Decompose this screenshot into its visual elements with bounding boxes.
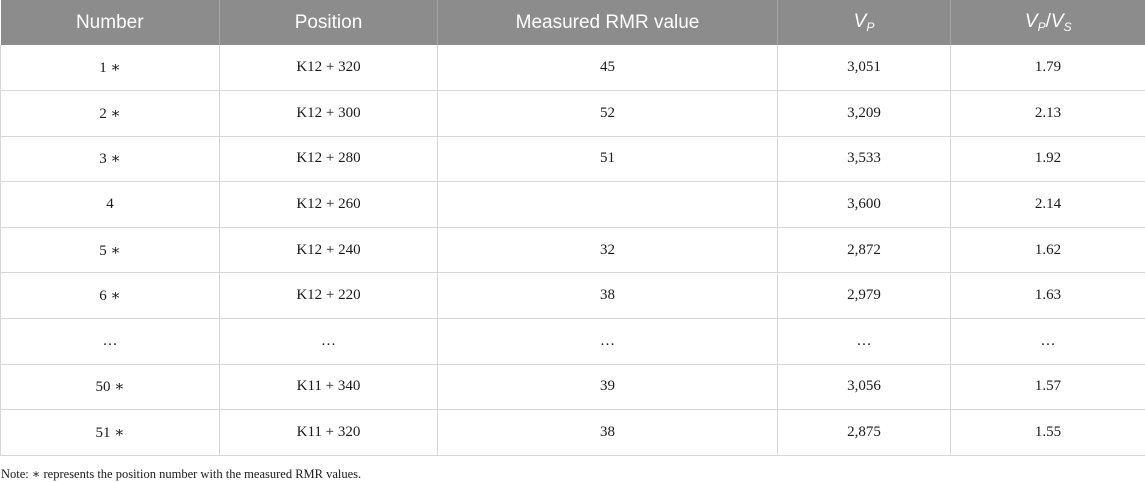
cell-ratio: 2.14 (950, 181, 1145, 228)
cell-vp: 3,600 (777, 181, 951, 228)
rmr-velocity-table: Number Position Measured RMR value VP VP… (0, 0, 1145, 456)
cell-position: K12 + 260 (219, 181, 438, 228)
header-vp-symbol: V (853, 11, 867, 32)
table-row: 5 ∗ K12 + 240 32 2,872 1.62 (0, 227, 1145, 274)
cell-number: 50 ∗ (0, 364, 220, 411)
table-row: 6 ∗ K12 + 220 38 2,979 1.63 (0, 272, 1145, 320)
cell-position: K11 + 340 (219, 364, 438, 411)
cell-rmr: 51 (437, 136, 778, 183)
table-row: 50 ∗ K11 + 340 39 3,056 1.57 (0, 364, 1145, 411)
header-ratio-slash: / (1045, 11, 1051, 32)
header-vp: VP (777, 0, 951, 45)
cell-rmr: 52 (437, 90, 778, 137)
cell-vp: 2,875 (777, 409, 951, 456)
cell-position: K12 + 280 (219, 136, 438, 183)
header-ratio-symbol-1: V (1024, 11, 1038, 32)
table-row: 2 ∗ K12 + 300 52 3,209 2.13 (0, 90, 1145, 137)
header-number: Number (0, 0, 220, 45)
header-vp-subscript: P (866, 20, 875, 34)
cell-vp: … (777, 318, 951, 365)
cell-position: K12 + 320 (219, 45, 438, 92)
cell-rmr: 38 (437, 272, 778, 320)
cell-ratio: 1.79 (950, 45, 1145, 92)
cell-vp: 3,209 (777, 90, 951, 137)
table-header: Number Position Measured RMR value VP VP… (0, 0, 1145, 45)
table-row: 1 ∗ K12 + 320 45 3,051 1.79 (0, 45, 1145, 92)
cell-rmr: … (437, 318, 778, 365)
header-ratio-subscript-2: S (1063, 20, 1072, 34)
header-vp-vs: VP/VS (950, 0, 1145, 45)
cell-rmr: 45 (437, 45, 778, 92)
table-row: 4 K12 + 260 3,600 2.14 (0, 181, 1145, 228)
header-rmr: Measured RMR value (437, 0, 778, 45)
cell-ratio: 1.57 (950, 364, 1145, 411)
header-position: Position (219, 0, 438, 45)
table-note: Note: ∗ represents the position number w… (1, 467, 362, 481)
cell-position: K11 + 320 (219, 409, 438, 456)
cell-number: 2 ∗ (0, 90, 220, 137)
cell-vp: 3,056 (777, 364, 951, 411)
cell-number: 51 ∗ (0, 409, 220, 456)
header-ratio-symbol-2: V (1050, 11, 1064, 32)
cell-number: 4 (0, 181, 220, 228)
table-row: … … … … … (0, 318, 1145, 365)
cell-number: … (0, 318, 220, 365)
cell-vp: 2,979 (777, 272, 951, 320)
cell-ratio: 1.55 (950, 409, 1145, 456)
table-row: 51 ∗ K11 + 320 38 2,875 1.55 (0, 409, 1145, 456)
cell-ratio: 1.62 (950, 227, 1145, 274)
cell-vp: 3,533 (777, 136, 951, 183)
cell-ratio: 1.92 (950, 136, 1145, 183)
cell-position: K12 + 240 (219, 227, 438, 274)
cell-ratio: 2.13 (950, 90, 1145, 137)
cell-number: 1 ∗ (0, 45, 220, 92)
table-body: 1 ∗ K12 + 320 45 3,051 1.79 2 ∗ K12 + 30… (0, 45, 1145, 456)
cell-rmr (437, 181, 778, 228)
cell-rmr: 32 (437, 227, 778, 274)
cell-position: … (219, 318, 438, 365)
cell-ratio: … (950, 318, 1145, 365)
cell-number: 5 ∗ (0, 227, 220, 274)
table-row: 3 ∗ K12 + 280 51 3,533 1.92 (0, 136, 1145, 183)
cell-position: K12 + 220 (219, 272, 438, 320)
header-row: Number Position Measured RMR value VP VP… (0, 0, 1145, 45)
cell-rmr: 38 (437, 409, 778, 456)
cell-number: 6 ∗ (0, 272, 220, 320)
cell-vp: 2,872 (777, 227, 951, 274)
header-ratio-subscript-1: P (1037, 20, 1046, 34)
cell-ratio: 1.63 (950, 272, 1145, 320)
cell-position: K12 + 300 (219, 90, 438, 137)
cell-number: 3 ∗ (0, 136, 220, 183)
cell-vp: 3,051 (777, 45, 951, 92)
cell-rmr: 39 (437, 364, 778, 411)
